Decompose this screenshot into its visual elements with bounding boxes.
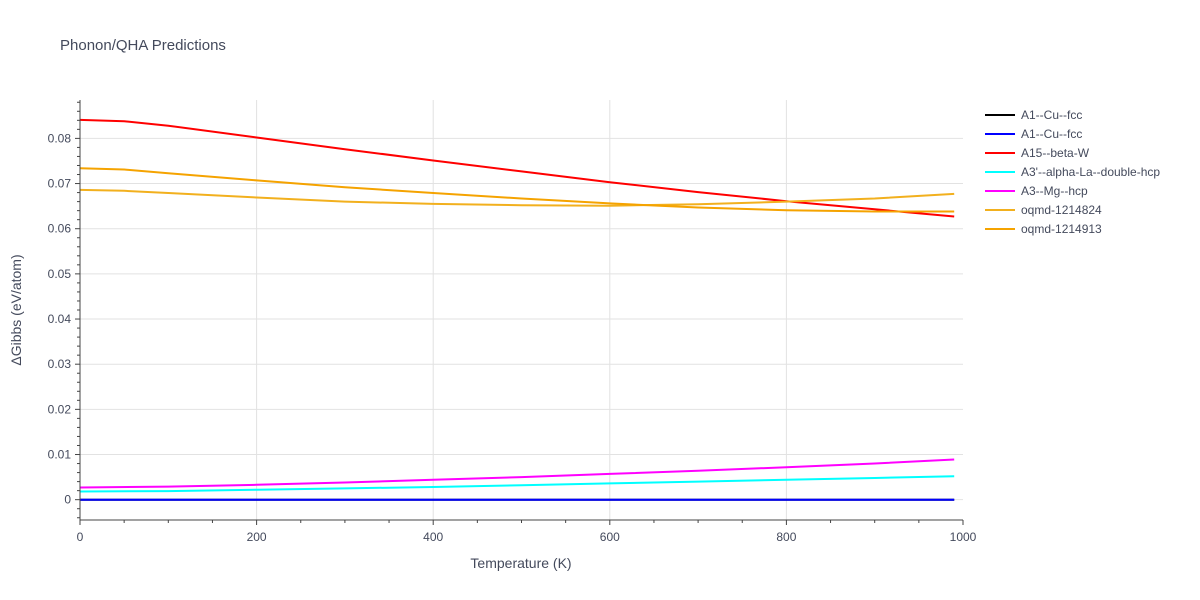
x-tick-label: 200 bbox=[247, 530, 267, 544]
y-tick-label: 0.01 bbox=[48, 448, 72, 462]
y-tick-label: 0.03 bbox=[48, 357, 72, 371]
legend-item-1[interactable]: A1--Cu--fcc bbox=[985, 127, 1082, 141]
y-tick-label: 0.04 bbox=[48, 312, 72, 326]
legend-label: A15--beta-W bbox=[1021, 146, 1090, 160]
x-tick-label: 0 bbox=[77, 530, 84, 544]
series-line-5 bbox=[79, 188, 955, 207]
x-tick-label: 800 bbox=[776, 530, 796, 544]
grid bbox=[80, 100, 963, 520]
legend-label: oqmd-1214824 bbox=[1021, 203, 1102, 217]
legend-label: A3--Mg--hcp bbox=[1021, 184, 1088, 198]
series-line-4 bbox=[79, 458, 955, 489]
legend-label: A1--Cu--fcc bbox=[1021, 108, 1082, 122]
legend-item-4[interactable]: A3--Mg--hcp bbox=[985, 184, 1088, 198]
legend-item-0[interactable]: A1--Cu--fcc bbox=[985, 108, 1082, 122]
legend-item-3[interactable]: A3'--alpha-La--double-hcp bbox=[985, 165, 1160, 179]
plot-series bbox=[79, 118, 955, 501]
series-line-3 bbox=[79, 475, 955, 493]
legend[interactable]: A1--Cu--fcc A1--Cu--fcc A15--beta-W A3'--al… bbox=[985, 108, 1160, 236]
series-line-2 bbox=[79, 118, 955, 218]
x-tick-label: 400 bbox=[423, 530, 443, 544]
legend-label: oqmd-1214913 bbox=[1021, 222, 1102, 236]
y-axis-ticks: 0 0.01 0.02 0.03 0.04 0.05 0.06 0.07 0.08 bbox=[48, 131, 72, 506]
legend-item-2[interactable]: A15--beta-W bbox=[985, 146, 1090, 160]
y-tick-label: 0.08 bbox=[48, 131, 72, 145]
legend-label: A1--Cu--fcc bbox=[1021, 127, 1082, 141]
y-tick-label: 0.07 bbox=[48, 177, 72, 191]
y-axis-title: ΔGibbs (eV/atom) bbox=[8, 254, 24, 365]
y-tick-label: 0.05 bbox=[48, 267, 72, 281]
y-tick-label: 0 bbox=[64, 493, 71, 507]
legend-label: A3'--alpha-La--double-hcp bbox=[1021, 165, 1160, 179]
x-tick-label: 600 bbox=[600, 530, 620, 544]
y-tick-label: 0.06 bbox=[48, 222, 72, 236]
chart-title: Phonon/QHA Predictions bbox=[60, 37, 226, 54]
axes bbox=[75, 100, 964, 525]
x-axis-title: Temperature (K) bbox=[470, 555, 571, 571]
x-tick-label: 1000 bbox=[950, 530, 977, 544]
legend-item-6[interactable]: oqmd-1214913 bbox=[985, 222, 1102, 236]
series-line-6 bbox=[79, 167, 955, 213]
x-axis-ticks: 0 200 400 600 800 1000 bbox=[77, 530, 977, 544]
y-tick-label: 0.02 bbox=[48, 402, 72, 416]
legend-item-5[interactable]: oqmd-1214824 bbox=[985, 203, 1102, 217]
